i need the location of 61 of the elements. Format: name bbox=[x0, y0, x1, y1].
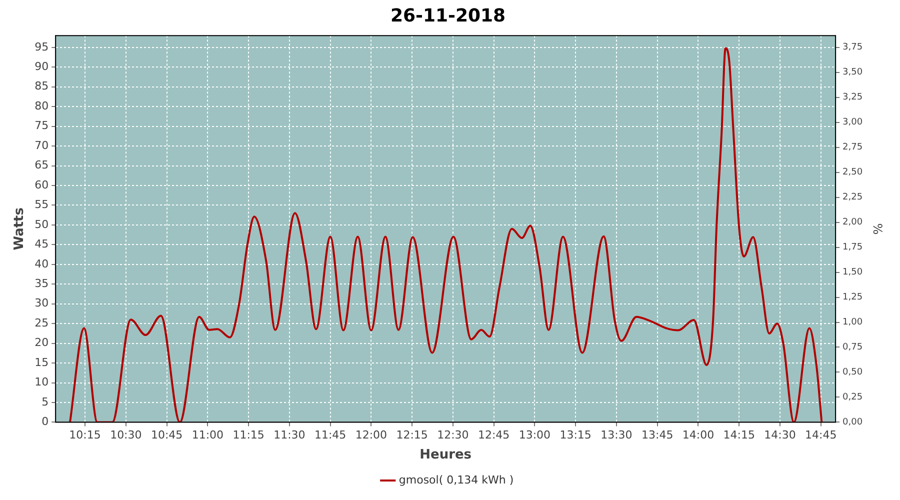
y2-tick-label: 3,75 bbox=[842, 42, 863, 53]
y-tick-label: 85 bbox=[34, 80, 49, 93]
y2-tick-label: 2,75 bbox=[842, 142, 863, 153]
x-tick-label: 13:30 bbox=[600, 428, 632, 442]
y-tick-label: 70 bbox=[34, 138, 49, 152]
y2-tick-label: 2,25 bbox=[842, 192, 863, 203]
y-tick-label: 30 bbox=[34, 296, 49, 310]
y2-tick-label: 3,50 bbox=[842, 68, 863, 78]
legend-label: gmosol( 0,134 kWh ) bbox=[398, 473, 514, 486]
x-tick-label: 11:45 bbox=[314, 428, 346, 442]
x-tick-label: 12:00 bbox=[355, 428, 388, 442]
y2-axis-title: % bbox=[870, 223, 885, 235]
x-tick-label: 13:45 bbox=[641, 428, 674, 442]
y2-tick-label: 3,25 bbox=[842, 92, 863, 103]
x-tick-label: 14:00 bbox=[682, 428, 714, 442]
y-tick-label: 5 bbox=[42, 395, 49, 408]
x-tick-label: 10:30 bbox=[110, 428, 142, 442]
y-tick-label: 40 bbox=[34, 257, 49, 270]
y-tick-label: 55 bbox=[34, 198, 49, 212]
x-tick-label: 12:30 bbox=[437, 428, 469, 442]
y-tick-label: 0 bbox=[42, 415, 49, 428]
y-tick-label: 10 bbox=[34, 376, 49, 389]
y-tick-label: 65 bbox=[34, 158, 49, 172]
y-tick-label: 20 bbox=[34, 336, 49, 350]
y2-tick-label: 1,75 bbox=[842, 242, 863, 253]
x-tick-label: 11:15 bbox=[232, 428, 264, 442]
y-tick-label: 95 bbox=[34, 40, 49, 54]
y-tick-label: 45 bbox=[34, 238, 49, 251]
x-tick-label: 12:15 bbox=[396, 428, 428, 442]
x-tick-label: 11:30 bbox=[274, 428, 306, 442]
y2-tick-label: 0,25 bbox=[842, 392, 863, 403]
y-tick-label: 80 bbox=[34, 99, 49, 112]
y2-tick-label: 2,50 bbox=[842, 168, 863, 178]
y-tick-label: 90 bbox=[34, 60, 49, 74]
y2-tick-label: 0,00 bbox=[842, 418, 863, 428]
y-tick-label: 75 bbox=[34, 119, 49, 132]
x-tick-label: 12:45 bbox=[478, 428, 510, 442]
y-axis-title: Watts bbox=[12, 207, 28, 250]
x-axis-title: Heures bbox=[420, 448, 472, 463]
y2-tick-label: 2,00 bbox=[842, 218, 863, 228]
chart-title: 26-11-2018 bbox=[390, 5, 506, 26]
y2-tick-label: 0,75 bbox=[842, 342, 863, 353]
x-tick-label: 10:45 bbox=[150, 428, 183, 442]
line-series bbox=[68, 47, 823, 422]
y2-tick-label: 1,50 bbox=[842, 268, 863, 278]
x-tick-label: 10:15 bbox=[69, 428, 101, 442]
x-tick-label: 13:15 bbox=[560, 428, 592, 442]
x-tick-label: 11:00 bbox=[192, 428, 224, 442]
y-tick-label: 15 bbox=[34, 356, 49, 369]
y-tick-label: 25 bbox=[34, 316, 49, 330]
x-tick-label: 14:15 bbox=[723, 428, 755, 442]
x-tick-label: 14:45 bbox=[804, 428, 837, 442]
x-tick-label: 14:30 bbox=[764, 428, 796, 442]
y2-tick-label: 1,25 bbox=[842, 292, 863, 303]
y-tick-label: 50 bbox=[34, 218, 49, 231]
y-tick-label: 35 bbox=[34, 276, 49, 290]
x-tick-label: 13:00 bbox=[518, 428, 551, 442]
y-tick-label: 60 bbox=[34, 178, 49, 192]
y2-tick-label: 3,00 bbox=[842, 118, 863, 128]
y2-tick-label: 0,50 bbox=[842, 368, 863, 378]
y2-tick-label: 1,00 bbox=[842, 318, 863, 328]
